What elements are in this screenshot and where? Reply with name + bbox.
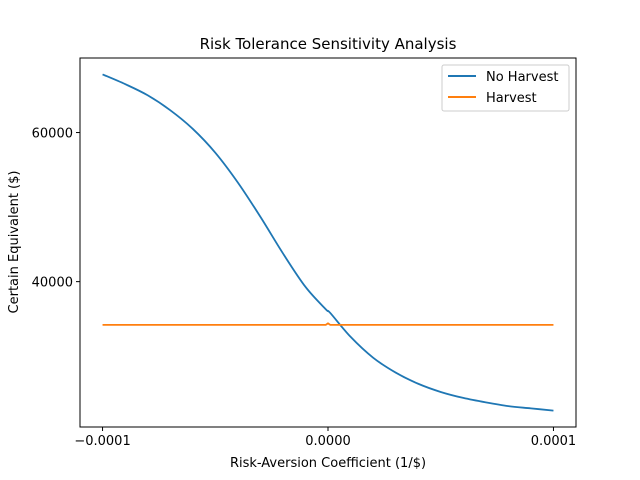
plot-frame [79, 57, 577, 428]
x-tick-label: 0.0000 [305, 434, 351, 449]
y-tick-label: 40000 [32, 276, 73, 291]
legend-label-no-harvest: No Harvest [486, 70, 558, 85]
x-axis-label: Risk-Aversion Coefficient (1/$) [230, 456, 426, 471]
legend-label-harvest: Harvest [486, 91, 537, 106]
y-tick-label: 60000 [32, 127, 73, 142]
x-axis-ticks: −0.0001 0.0000 0.0001 [74, 427, 576, 449]
legend: No Harvest Harvest [441, 64, 570, 112]
x-tick-label: 0.0001 [531, 434, 577, 449]
series-line-harvest [102, 322, 554, 326]
x-tick-label: −0.0001 [74, 434, 130, 449]
series-lines [102, 73, 554, 412]
y-axis-ticks: 40000 60000 [32, 127, 80, 291]
chart-title: Risk Tolerance Sensitivity Analysis [200, 35, 457, 53]
series-line-no-harvest [102, 73, 554, 412]
y-axis-label: Certain Equivalent ($) [7, 171, 22, 314]
